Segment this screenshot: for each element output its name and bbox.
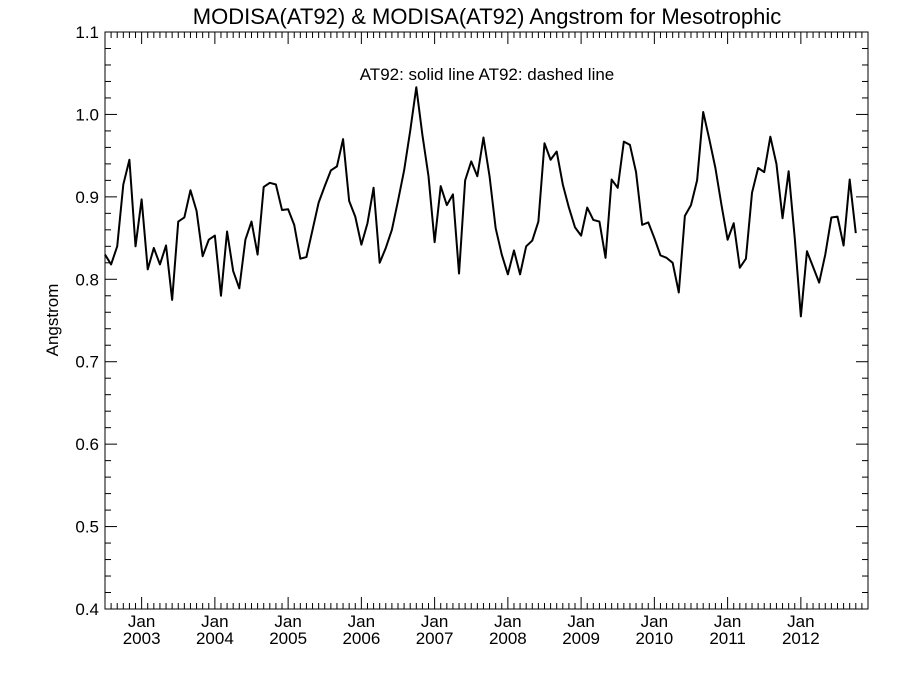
x-tick-month-label: Jan xyxy=(567,612,594,631)
x-ticks: Jan2003Jan2004Jan2005Jan2006Jan2007Jan20… xyxy=(110,32,863,648)
y-tick-label: 1.1 xyxy=(75,23,99,42)
x-tick-month-label: Jan xyxy=(787,612,814,631)
y-axis-label: Angstrom xyxy=(43,284,62,357)
x-tick-year-label: 2006 xyxy=(342,629,380,648)
y-tick-label: 0.9 xyxy=(75,188,99,207)
x-tick-month-label: Jan xyxy=(421,612,448,631)
y-ticks: 0.4 0.5 0.6 0.7 0.8 0.9 1.0 1.1 xyxy=(75,23,868,619)
x-tick-month-label: Jan xyxy=(201,612,228,631)
x-tick-month-label: Jan xyxy=(274,612,301,631)
y-tick-label: 0.4 xyxy=(75,600,99,619)
y-tick-label: 0.5 xyxy=(75,518,99,537)
x-tick-year-label: 2009 xyxy=(562,629,600,648)
y-tick-label: 0.8 xyxy=(75,270,99,289)
x-tick-year-label: 2003 xyxy=(123,629,161,648)
plot-frame xyxy=(104,31,869,610)
x-tick-month-label: Jan xyxy=(494,612,521,631)
chart-annotation: AT92: solid line AT92: dashed line xyxy=(360,65,615,84)
x-tick-year-label: 2010 xyxy=(635,629,673,648)
y-tick-label: 0.6 xyxy=(75,435,99,454)
x-tick-year-label: 2004 xyxy=(196,629,234,648)
x-tick-year-label: 2008 xyxy=(489,629,527,648)
x-tick-month-label: Jan xyxy=(128,612,155,631)
x-tick-month-label: Jan xyxy=(348,612,375,631)
y-tick-label: 1.0 xyxy=(75,105,99,124)
x-tick-year-label: 2007 xyxy=(416,629,454,648)
series-line-1 xyxy=(104,86,857,318)
x-tick-year-label: 2005 xyxy=(269,629,307,648)
x-tick-year-label: 2011 xyxy=(709,629,746,648)
chart-title: MODISA(AT92) & MODISA(AT92) Angstrom for… xyxy=(193,4,781,29)
x-tick-month-label: Jan xyxy=(641,612,668,631)
x-tick-year-label: 2012 xyxy=(782,629,820,648)
series-group xyxy=(104,86,857,318)
x-tick-month-label: Jan xyxy=(714,612,741,631)
y-tick-label: 0.7 xyxy=(75,353,99,372)
